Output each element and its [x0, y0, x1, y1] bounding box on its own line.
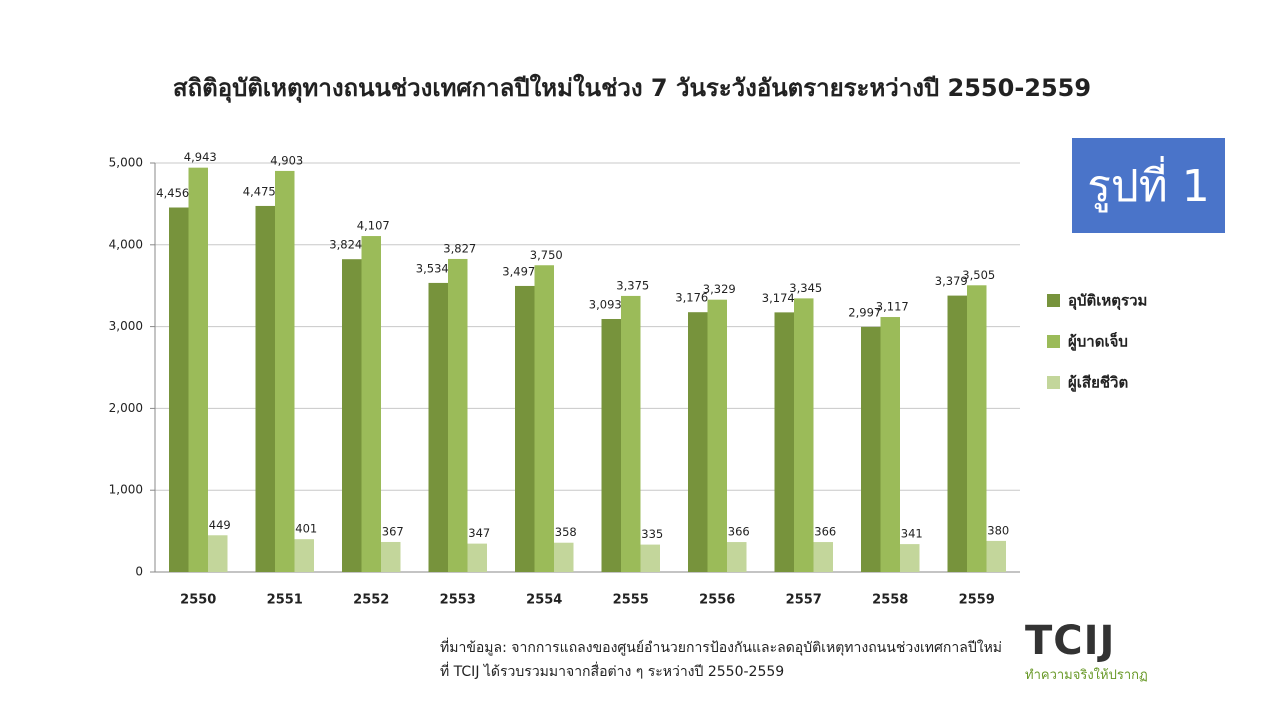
data-label: 3,093 [589, 297, 622, 311]
chart-title: สถิติอุบัติเหตุทางถนนช่วงเทศกาลปีใหม่ในช… [173, 73, 1091, 104]
data-label: 4,107 [357, 219, 390, 233]
bar [967, 285, 987, 572]
bar [361, 236, 381, 572]
data-label: 3,176 [675, 291, 708, 305]
figure-badge: รูปที่ 1 [1072, 138, 1225, 233]
data-label: 4,943 [184, 150, 217, 164]
data-label: 401 [295, 522, 317, 536]
data-label: 3,329 [703, 282, 736, 296]
bar [640, 544, 660, 572]
data-label: 4,903 [270, 153, 303, 167]
bar [428, 282, 448, 572]
legend-label: ผู้บาดเจ็บ [1068, 332, 1128, 352]
y-tick-label: 1,000 [109, 483, 143, 497]
x-tick-label: 2558 [872, 593, 908, 608]
data-label: 366 [728, 525, 750, 539]
data-label: 449 [209, 518, 231, 532]
x-tick-label: 2556 [699, 593, 735, 608]
bar [880, 317, 900, 572]
bar [986, 540, 1006, 572]
bar [534, 265, 554, 572]
bar [727, 542, 747, 572]
bar [601, 318, 621, 572]
legend-label: ผู้เสียชีวิต [1068, 374, 1128, 393]
legend-label: อุบัติเหตุรวม [1068, 292, 1147, 311]
bar [208, 535, 228, 572]
bar [255, 205, 275, 572]
data-label: 3,174 [762, 291, 795, 305]
x-tick-label: 2559 [959, 593, 995, 608]
data-label: 380 [987, 523, 1009, 537]
bar [813, 542, 833, 572]
bar [381, 541, 401, 572]
data-label: 2,997 [848, 305, 881, 319]
legend-swatch [1047, 294, 1060, 307]
y-tick-label: 0 [135, 565, 143, 579]
x-tick-label: 2557 [786, 593, 822, 608]
bar [900, 544, 920, 572]
data-label: 3,827 [443, 241, 476, 255]
logo-name: TCIJ [1025, 618, 1116, 664]
data-label: 3,379 [935, 274, 968, 288]
logo-tagline: ทำความจริงให้ปรากฏ [1025, 668, 1148, 683]
data-label: 3,375 [616, 278, 649, 292]
bar [688, 312, 708, 572]
legend-swatch [1047, 376, 1060, 389]
data-label: 4,456 [156, 186, 189, 200]
data-label: 341 [901, 527, 923, 541]
data-label: 358 [555, 525, 577, 539]
data-label: 3,824 [329, 238, 362, 252]
data-label: 347 [468, 526, 490, 540]
bar [947, 295, 967, 572]
y-tick-label: 4,000 [109, 237, 143, 251]
bar [515, 285, 535, 572]
legend-swatch [1047, 335, 1060, 348]
bar [342, 259, 362, 572]
bar [467, 543, 487, 572]
bar [169, 207, 189, 572]
bar [774, 312, 794, 572]
data-label: 3,497 [502, 264, 535, 278]
bar [275, 170, 295, 572]
x-tick-label: 2553 [440, 593, 476, 608]
data-label: 366 [814, 525, 836, 539]
bar [554, 542, 574, 572]
bar [794, 298, 814, 572]
data-label: 367 [382, 524, 404, 538]
bar [861, 326, 881, 572]
x-tick-label: 2550 [180, 593, 216, 608]
bar [707, 299, 727, 572]
x-tick-label: 2554 [526, 593, 562, 608]
data-label: 4,475 [243, 184, 276, 198]
data-label: 3,750 [530, 248, 563, 262]
y-tick-label: 5,000 [109, 156, 143, 170]
source-line: ที่ TCIJ ได้รวบรวมมาจากสื่อต่าง ๆ ระหว่า… [440, 664, 785, 680]
bar [621, 295, 641, 572]
data-label: 3,534 [416, 261, 449, 275]
source-note: ที่มาข้อมูล: จากการแถลงของศูนย์อำนวยการป… [440, 636, 1002, 684]
x-tick-label: 2555 [613, 593, 649, 608]
logo: TCIJ ทำความจริงให้ปรากฏ [1025, 618, 1175, 685]
data-label: 3,345 [789, 281, 822, 295]
bar [448, 258, 468, 572]
x-tick-label: 2551 [267, 593, 303, 608]
bar [188, 167, 208, 572]
x-tick-label: 2552 [353, 593, 389, 608]
y-tick-label: 2,000 [109, 401, 143, 415]
bar [294, 539, 314, 572]
y-tick-label: 3,000 [109, 319, 143, 333]
data-label: 3,117 [876, 300, 909, 314]
data-label: 3,505 [962, 268, 995, 282]
data-label: 335 [641, 527, 663, 541]
source-line: ที่มาข้อมูล: จากการแถลงของศูนย์อำนวยการป… [440, 640, 1003, 656]
